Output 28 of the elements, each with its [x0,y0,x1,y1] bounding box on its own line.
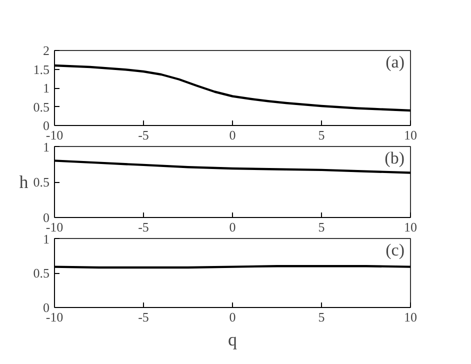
x-tick-label: -5 [138,220,149,234]
x-tick-label: 5 [318,220,325,234]
y-tick-label: 0 [43,300,50,315]
annotation: (c) [386,240,405,260]
y-tick-label: 1 [43,232,50,246]
annotation: (b) [384,148,405,168]
x-tick-label: 10 [404,220,417,234]
x-axis-title: q [228,330,237,350]
y-tick-label: 0.5 [33,99,50,114]
x-tick-label: 0 [229,310,236,324]
x-tick-label: 10 [404,128,417,142]
y-axis-title: h [19,172,28,192]
x-tick-label: -5 [138,128,149,142]
x-tick-label: 0 [229,220,236,234]
y-tick-label: 2 [43,43,50,58]
y-tick-label: 0 [43,210,50,225]
x-tick-label: 5 [318,128,325,142]
y-tick-label: 0 [43,118,50,133]
x-tick-label: 5 [318,310,325,324]
y-tick-label: 1 [43,140,50,154]
y-tick-label: 1.5 [33,62,50,77]
x-tick-label: 0 [229,128,236,142]
x-tick-label: 10 [404,310,417,324]
y-tick-label: 0.5 [33,266,50,280]
x-tick-label: -5 [138,310,149,324]
y-tick-label: 0.5 [33,174,50,190]
annotation: (a) [386,52,405,72]
y-tick-label: 1 [43,80,50,96]
